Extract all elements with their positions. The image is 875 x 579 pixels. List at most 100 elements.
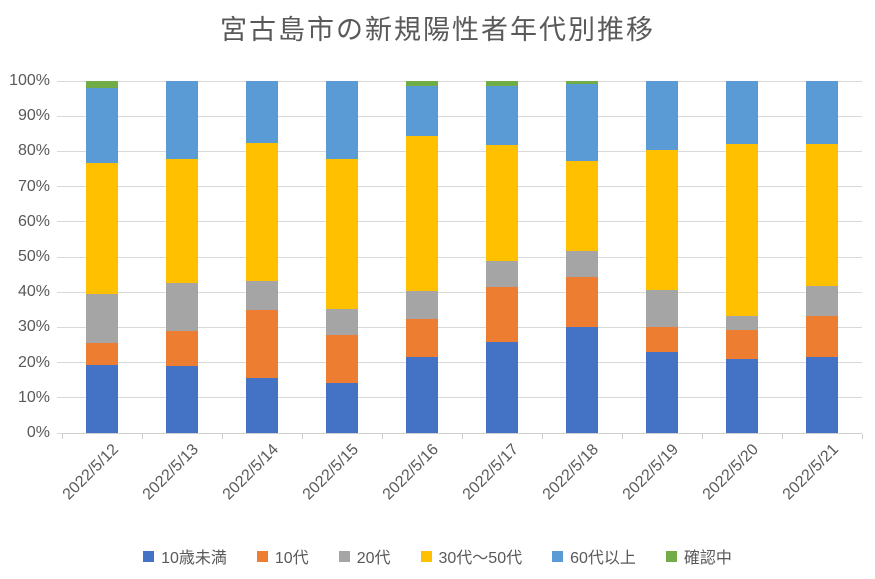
legend-item: 20代	[338, 544, 391, 568]
bar-segment	[406, 135, 438, 292]
legend-swatch	[665, 550, 677, 562]
bar-segment	[326, 159, 358, 309]
legend-swatch	[256, 550, 268, 562]
bar-segment	[726, 315, 758, 330]
bar-segment	[86, 88, 118, 164]
gridline-20%	[57, 362, 862, 364]
y-axis-label: 70%	[17, 177, 50, 195]
legend-swatch	[420, 550, 432, 562]
bar-segment	[566, 81, 598, 85]
x-axis-tick	[782, 434, 783, 439]
y-axis-label: 50%	[17, 248, 50, 265]
gridline-80%	[57, 150, 862, 152]
bar-segment	[86, 365, 118, 433]
bar-segment	[246, 81, 278, 143]
bar-segment	[486, 81, 518, 87]
bar-segment	[166, 366, 198, 433]
x-axis-label: 2022/5/13	[139, 441, 203, 504]
bar-segment	[406, 318, 438, 357]
bar-segment	[86, 294, 118, 343]
x-axis-label: 2022/5/21	[779, 441, 843, 504]
legend-item: 30代〜50代	[420, 544, 522, 568]
bar-segment	[166, 81, 198, 159]
bar-segment	[726, 81, 758, 144]
bar-segment	[246, 281, 278, 310]
bar-segment	[486, 144, 518, 261]
bar-segment	[86, 81, 118, 89]
bar-segment	[326, 383, 358, 433]
x-axis-tick	[382, 434, 383, 439]
bar-segment	[726, 329, 758, 360]
chart-title: 宮古島市の新規陽性者年代別推移	[220, 15, 655, 45]
bar-segment	[806, 144, 838, 286]
y-axis-label: 10%	[17, 388, 50, 406]
y-axis-label: 60%	[17, 212, 50, 230]
bar-segment	[326, 308, 358, 335]
x-axis-tick	[302, 434, 303, 439]
bar-segment	[246, 309, 278, 378]
bar-segment	[566, 84, 598, 161]
legend: 10歳未満 10代 20代 30代〜50代 60代以上 確認中	[0, 544, 875, 568]
gridline-10%	[57, 397, 862, 399]
legend-item: 確認中	[665, 544, 732, 568]
legend-label: 10歳未満	[161, 550, 227, 567]
bar-segment	[566, 276, 598, 328]
bar-segment	[486, 286, 518, 342]
bar-segment	[566, 251, 598, 277]
bar-segment	[406, 85, 438, 136]
x-axis-label: 2022/5/17	[459, 441, 523, 504]
bar-segment	[486, 260, 518, 287]
legend-item: 10歳未満	[143, 544, 227, 568]
bar-segment	[646, 326, 678, 352]
bar-segment	[486, 341, 518, 433]
y-axis-label: 40%	[17, 283, 50, 301]
x-axis-label: 2022/5/18	[539, 441, 603, 504]
x-axis-tick	[622, 434, 623, 439]
legend-item: 10代	[256, 544, 309, 568]
x-axis-tick	[542, 434, 543, 439]
x-axis-label: 2022/5/12	[59, 441, 123, 504]
x-axis-label: 2022/5/16	[379, 441, 443, 504]
bar-segment	[646, 351, 678, 433]
y-axis-label: 80%	[17, 142, 50, 160]
legend-label: 10代	[274, 550, 309, 567]
legend-swatch	[338, 550, 350, 562]
gridline-30%	[57, 326, 862, 328]
bar-segment	[806, 316, 838, 357]
bar-segment	[86, 342, 118, 366]
bar-segment	[646, 290, 678, 327]
y-axis-label: 0%	[26, 424, 50, 441]
bar-segment	[726, 359, 758, 433]
bar-segment	[166, 330, 198, 367]
bar-segment	[326, 81, 358, 160]
bar-segment	[166, 158, 198, 284]
y-axis-label: 90%	[17, 107, 50, 125]
y-axis-label: 30%	[17, 318, 50, 336]
x-axis-line	[62, 433, 862, 434]
bar-segment	[326, 334, 358, 384]
x-axis-label: 2022/5/14	[219, 441, 283, 504]
bar-segment	[646, 150, 678, 291]
legend-swatch	[143, 550, 155, 562]
x-axis-label: 2022/5/15	[299, 441, 363, 504]
bar-segment	[646, 81, 678, 151]
bar-segment	[406, 81, 438, 86]
gridline-90%	[57, 115, 862, 117]
bar-segment	[566, 327, 598, 433]
bar-segment	[726, 143, 758, 316]
bar-segment	[806, 81, 838, 145]
x-axis-label: 2022/5/20	[699, 441, 763, 504]
gridline-40%	[57, 291, 862, 293]
bar-segment	[86, 163, 118, 295]
legend-label: 確認中	[683, 550, 732, 567]
bar-segment	[406, 356, 438, 433]
bar-segment	[246, 142, 278, 282]
bar-segment	[566, 160, 598, 251]
x-axis-tick	[222, 434, 223, 439]
bar-segment	[406, 291, 438, 319]
x-axis-tick	[462, 434, 463, 439]
legend-item: 60代以上	[552, 544, 636, 568]
gridline-100%	[57, 80, 862, 82]
legend-swatch	[552, 550, 564, 562]
